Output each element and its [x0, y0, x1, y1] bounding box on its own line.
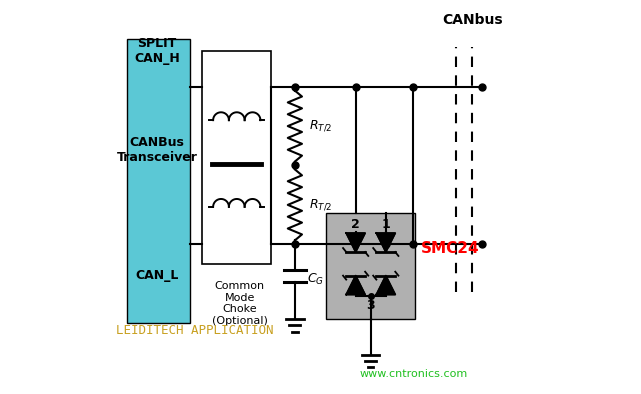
- Text: CANbus: CANbus: [442, 13, 503, 27]
- Text: 3: 3: [367, 299, 375, 312]
- FancyBboxPatch shape: [128, 39, 190, 323]
- Text: Common
Mode
Choke
(Optional): Common Mode Choke (Optional): [212, 281, 268, 326]
- Text: SMC24: SMC24: [421, 241, 479, 256]
- Text: 2: 2: [351, 218, 360, 231]
- Text: SPLIT
CAN_H: SPLIT CAN_H: [134, 37, 180, 65]
- Text: $R_{T/2}$: $R_{T/2}$: [309, 119, 332, 134]
- Text: 1: 1: [381, 218, 390, 231]
- Text: CAN_L: CAN_L: [135, 269, 179, 282]
- Polygon shape: [376, 233, 395, 252]
- FancyBboxPatch shape: [326, 213, 415, 319]
- Polygon shape: [346, 233, 365, 252]
- Polygon shape: [376, 276, 395, 295]
- Text: www.cntronics.com: www.cntronics.com: [360, 369, 468, 379]
- Text: $C_G$: $C_G$: [308, 272, 324, 287]
- Polygon shape: [346, 276, 365, 295]
- Text: CANBus
Transceiver: CANBus Transceiver: [117, 136, 197, 164]
- Text: LEIDITECH APPLICATION: LEIDITECH APPLICATION: [115, 325, 273, 337]
- Text: $R_{T/2}$: $R_{T/2}$: [309, 197, 332, 212]
- FancyBboxPatch shape: [203, 51, 271, 264]
